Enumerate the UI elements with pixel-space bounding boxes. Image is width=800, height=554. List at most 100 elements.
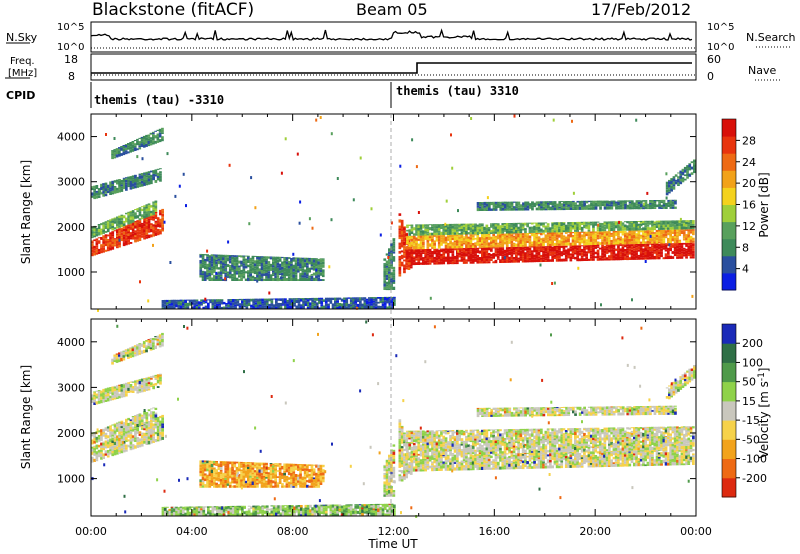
heatmap-cell	[592, 227, 595, 232]
heatmap-cell	[610, 246, 613, 249]
heatmap-cell	[206, 474, 209, 479]
heatmap-cell	[256, 259, 259, 261]
heatmap-cell	[219, 467, 223, 470]
heatmap-cell	[693, 167, 696, 170]
heatmap-cell	[299, 257, 302, 259]
heatmap-cell	[109, 425, 112, 428]
heatmap-cell	[456, 243, 459, 246]
heatmap-cell	[605, 221, 609, 224]
heatmap-cell	[274, 273, 277, 276]
heatmap-cell	[437, 259, 441, 262]
heatmap-cell	[224, 465, 228, 468]
heatmap-cell	[142, 142, 146, 145]
heatmap-cell	[93, 195, 96, 200]
heatmap-cell	[258, 259, 262, 262]
heatmap-cell	[653, 255, 657, 260]
heatmap-cell	[412, 262, 416, 266]
heatmap-cell	[578, 250, 582, 253]
heatmap-cell	[637, 223, 641, 226]
heatmap-cell	[564, 242, 568, 246]
heatmap-cell	[152, 375, 155, 377]
heatmap-cell	[617, 241, 620, 245]
heatmap-cell	[574, 224, 577, 228]
heatmap-cell	[308, 217, 311, 221]
heatmap-cell	[587, 247, 591, 251]
heatmap-cell	[368, 306, 371, 309]
heatmap-cell	[490, 224, 493, 228]
heatmap-cell	[603, 245, 607, 249]
heatmap-cell	[496, 237, 500, 240]
heatmap-cell	[156, 436, 160, 440]
heatmap-cell	[97, 452, 101, 455]
heatmap-cell	[125, 184, 128, 188]
heatmap-cell	[265, 269, 268, 273]
heatmap-cell	[590, 202, 593, 207]
heatmap-cell	[343, 306, 346, 309]
heatmap-cell	[321, 272, 325, 275]
heatmap-cell	[558, 248, 561, 251]
heatmap-cell	[102, 193, 105, 197]
heatmap-cell	[208, 279, 212, 281]
heatmap-cell	[451, 261, 455, 265]
heatmap-cell	[122, 350, 126, 352]
heatmap-cell	[283, 260, 286, 263]
heatmap-cell	[644, 225, 647, 228]
heatmap-cell	[456, 229, 459, 232]
heatmap-cell	[471, 231, 475, 235]
heatmap-cell	[540, 247, 543, 251]
freq-label-line1: Freq.	[10, 56, 35, 67]
heatmap-cell	[617, 228, 620, 231]
heatmap-cell	[474, 237, 477, 240]
heatmap-cell	[474, 231, 477, 235]
heatmap-cell	[390, 260, 393, 264]
heatmap-cell	[544, 222, 548, 224]
heatmap-cell	[646, 224, 650, 227]
heatmap-cell	[122, 430, 126, 433]
heatmap-cell	[377, 297, 380, 298]
heatmap-cell	[505, 237, 509, 241]
heatmap-cell	[129, 444, 133, 447]
heatmap-cell	[256, 271, 259, 275]
heatmap-cell	[490, 223, 493, 225]
heatmap-cell	[275, 303, 278, 307]
heatmap-cell	[528, 203, 532, 207]
heatmap-cell	[109, 434, 112, 438]
heatmap-cell	[143, 378, 146, 380]
heatmap-cell	[383, 264, 387, 269]
heatmap-cell	[519, 207, 523, 211]
heatmap-cell	[91, 246, 94, 250]
heatmap-cell	[628, 244, 632, 246]
heatmap-cell	[240, 272, 243, 274]
heatmap-cell	[388, 276, 391, 279]
heatmap-cell	[388, 288, 391, 291]
heatmap-cell	[388, 278, 391, 282]
heatmap-cell	[485, 231, 489, 234]
colorbar-swatch	[722, 272, 736, 291]
heatmap-cell	[649, 203, 652, 205]
heatmap-cell	[481, 257, 484, 260]
heatmap-cell	[494, 247, 498, 250]
heatmap-cell	[549, 234, 552, 237]
heatmap-cell	[637, 200, 641, 202]
heatmap-cell	[558, 240, 561, 244]
heatmap-cell	[240, 260, 243, 265]
heatmap-cell	[284, 300, 287, 304]
heatmap-cell	[596, 200, 600, 205]
heatmap-cell	[166, 302, 169, 305]
heatmap-cell	[129, 381, 133, 383]
heatmap-cell	[219, 265, 223, 269]
heatmap-cell	[408, 235, 412, 237]
heatmap-cell	[235, 255, 239, 257]
heatmap-cell	[145, 428, 149, 431]
heatmap-cell	[660, 254, 663, 258]
heatmap-cell	[678, 234, 682, 237]
heatmap-cell	[398, 219, 402, 223]
heatmap-cell	[231, 270, 234, 272]
heatmap-cell	[388, 303, 392, 306]
heatmap-cell	[359, 300, 362, 304]
heatmap-cell	[175, 299, 178, 302]
heatmap-cell	[560, 251, 564, 255]
heatmap-cell	[118, 352, 121, 355]
heatmap-cell	[143, 213, 146, 216]
heatmap-cell	[635, 201, 639, 204]
